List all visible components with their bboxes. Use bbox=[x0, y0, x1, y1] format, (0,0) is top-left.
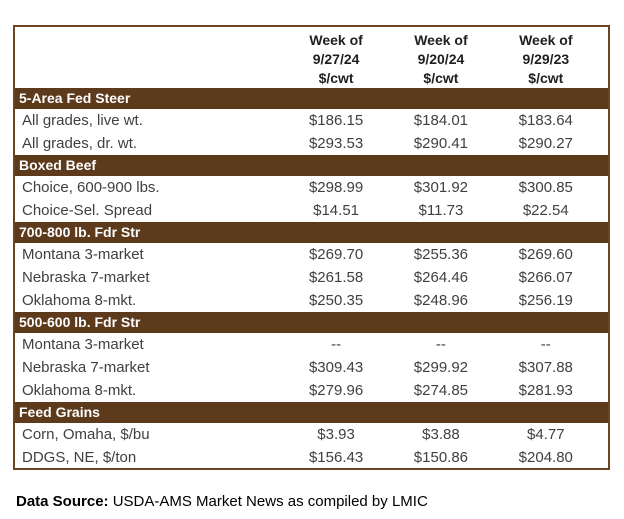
value-cell: $298.99 bbox=[308, 179, 364, 196]
value-cell: $301.92 bbox=[413, 179, 469, 196]
corner-cell bbox=[14, 26, 284, 88]
row-label: Montana 3-market bbox=[22, 246, 144, 263]
header-line: Week of bbox=[414, 32, 468, 48]
table-row: Nebraska 7-market $261.58 $264.46 $266.07 bbox=[14, 266, 609, 289]
table-row: Corn, Omaha, $/bu $3.93 $3.88 $4.77 bbox=[14, 423, 609, 446]
value-cell: $255.36 bbox=[413, 246, 469, 263]
value-cell: $184.01 bbox=[413, 112, 469, 129]
value-cell: $3.88 bbox=[422, 426, 460, 443]
row-label: Choice, 600-900 lbs. bbox=[22, 179, 160, 196]
row-label: Oklahoma 8-mkt. bbox=[22, 382, 137, 399]
header-line: 9/29/23 bbox=[522, 51, 570, 67]
value-cell: $156.43 bbox=[308, 448, 364, 466]
header-line: $/cwt bbox=[423, 70, 459, 86]
column-header-week3: Week of 9/29/23 $/cwt bbox=[494, 26, 609, 88]
value-cell: $269.70 bbox=[308, 246, 364, 263]
market-data-table-container: Week of 9/27/24 $/cwt Week of 9/20/24 $/… bbox=[13, 25, 610, 470]
header-line: Week of bbox=[519, 32, 573, 48]
value-cell: $150.86 bbox=[413, 448, 469, 466]
value-cell: $279.96 bbox=[308, 382, 364, 399]
value-cell: $204.80 bbox=[518, 448, 573, 466]
value-cell: $274.85 bbox=[413, 382, 469, 399]
value-cell: $186.15 bbox=[308, 112, 364, 129]
column-header-week2: Week of 9/20/24 $/cwt bbox=[388, 26, 493, 88]
value-cell: $290.41 bbox=[413, 135, 469, 152]
value-cell: $4.77 bbox=[527, 426, 565, 443]
row-label: All grades, live wt. bbox=[22, 112, 143, 129]
header-line: $/cwt bbox=[528, 70, 564, 86]
table-body: Week of 9/27/24 $/cwt Week of 9/20/24 $/… bbox=[14, 26, 609, 469]
section-title: 500-600 lb. Fdr Str bbox=[14, 312, 609, 333]
header-line: 9/27/24 bbox=[312, 51, 360, 67]
value-cell: $256.19 bbox=[518, 292, 573, 309]
header-line: 9/20/24 bbox=[417, 51, 465, 67]
table-row: Choice-Sel. Spread $14.51 $11.73 $22.54 bbox=[14, 199, 609, 222]
row-label: Corn, Omaha, $/bu bbox=[22, 426, 150, 443]
data-source-note: Data Source: USDA-AMS Market News as com… bbox=[16, 493, 428, 510]
value-cell: $266.07 bbox=[518, 269, 573, 286]
row-label: DDGS, NE, $/ton bbox=[22, 448, 137, 466]
row-label: Nebraska 7-market bbox=[22, 359, 150, 376]
section-title: Feed Grains bbox=[14, 402, 609, 423]
table-row: DDGS, NE, $/ton $156.43 $150.86 $204.80 bbox=[14, 446, 609, 469]
value-cell: $22.54 bbox=[522, 202, 569, 219]
value-cell: $300.85 bbox=[518, 179, 573, 196]
column-header-week1: Week of 9/27/24 $/cwt bbox=[284, 26, 388, 88]
table-row: Montana 3-market $269.70 $255.36 $269.60 bbox=[14, 243, 609, 266]
value-cell: $261.58 bbox=[308, 269, 364, 286]
row-label: All grades, dr. wt. bbox=[22, 135, 138, 152]
value-cell: $3.93 bbox=[317, 426, 355, 443]
section-header-row: 500-600 lb. Fdr Str bbox=[14, 312, 609, 333]
value-cell: $264.46 bbox=[413, 269, 469, 286]
value-cell: $299.92 bbox=[413, 359, 469, 376]
table-row: All grades, dr. wt. $293.53 $290.41 $290.27 bbox=[14, 132, 609, 155]
value-cell: $290.27 bbox=[518, 135, 573, 152]
table-row: Nebraska 7-market $309.43 $299.92 $307.88 bbox=[14, 356, 609, 379]
column-header-row: Week of 9/27/24 $/cwt Week of 9/20/24 $/… bbox=[14, 26, 609, 88]
value-cell: $250.35 bbox=[308, 292, 364, 309]
table-row: All grades, live wt. $186.15 $184.01 $183.6… bbox=[14, 109, 609, 132]
value-cell: $307.88 bbox=[518, 359, 573, 376]
value-cell: $269.60 bbox=[518, 246, 573, 263]
table-row: Oklahoma 8-mkt. $279.96 $274.85 $281.93 bbox=[14, 379, 609, 402]
row-label: Oklahoma 8-mkt. bbox=[22, 292, 137, 309]
section-title: Boxed Beef bbox=[14, 155, 609, 176]
section-header-row: 5-Area Fed Steer bbox=[14, 88, 609, 109]
table-row: Montana 3-market -- -- -- bbox=[14, 333, 609, 356]
row-label: Nebraska 7-market bbox=[22, 269, 150, 286]
row-label: Choice-Sel. Spread bbox=[22, 202, 153, 219]
value-cell: -- bbox=[331, 336, 342, 353]
value-cell: $281.93 bbox=[518, 382, 573, 399]
value-cell: $183.64 bbox=[518, 112, 573, 129]
section-title: 5-Area Fed Steer bbox=[14, 88, 609, 109]
value-cell: -- bbox=[540, 336, 551, 353]
section-header-row: 700-800 lb. Fdr Str bbox=[14, 222, 609, 243]
table-row: Oklahoma 8-mkt. $250.35 $248.96 $256.19 bbox=[14, 289, 609, 312]
row-label: Montana 3-market bbox=[22, 336, 144, 353]
header-line: $/cwt bbox=[318, 70, 354, 86]
header-line: Week of bbox=[309, 32, 363, 48]
section-title: 700-800 lb. Fdr Str bbox=[14, 222, 609, 243]
value-cell: $309.43 bbox=[308, 359, 364, 376]
value-cell: -- bbox=[435, 336, 446, 353]
market-data-table: Week of 9/27/24 $/cwt Week of 9/20/24 $/… bbox=[13, 25, 610, 470]
table-row: Choice, 600-900 lbs. $298.99 $301.92 $300.8… bbox=[14, 176, 609, 199]
value-cell: $248.96 bbox=[413, 292, 469, 309]
value-cell: $14.51 bbox=[313, 202, 360, 219]
section-header-row: Boxed Beef bbox=[14, 155, 609, 176]
data-source-text: USDA-AMS Market News as compiled by LMIC bbox=[112, 493, 428, 510]
value-cell: $293.53 bbox=[308, 135, 364, 152]
section-header-row: Feed Grains bbox=[14, 402, 609, 423]
value-cell: $11.73 bbox=[418, 202, 464, 219]
data-source-label: Data Source: bbox=[16, 493, 109, 510]
